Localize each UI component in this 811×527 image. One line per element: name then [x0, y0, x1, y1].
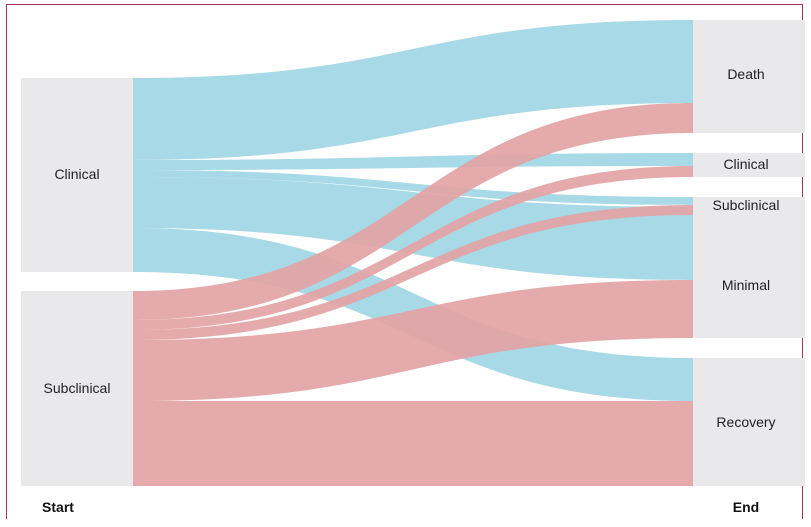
start-node-subclinical-label: Subclinical — [44, 380, 111, 396]
start-column-label: Start — [42, 499, 74, 515]
end-node-clinical — [693, 153, 805, 177]
start-node-clinical-label: Clinical — [54, 166, 99, 182]
end-node-death-label: Death — [727, 66, 764, 82]
flow-clinical-to-death — [133, 20, 693, 160]
end-node-death — [693, 20, 805, 133]
end-node-recovery-label: Recovery — [716, 414, 775, 430]
end-nodes: Death Clinical Subclinical Minimal Recov… — [693, 20, 805, 486]
end-column-label: End — [733, 499, 759, 515]
end-node-clinical-label: Clinical — [723, 156, 768, 172]
flow-subclinical-to-minimal — [133, 280, 693, 401]
flow-subclinical-to-death — [133, 103, 693, 320]
start-node-clinical — [21, 78, 133, 272]
start-nodes: Clinical Subclinical — [21, 78, 133, 486]
flow-subclinical-to-subclinical — [133, 205, 693, 340]
flow-subclinical-to-clinical — [133, 166, 693, 330]
end-node-subclinical-label: Subclinical — [713, 197, 780, 213]
end-node-recovery — [693, 358, 805, 486]
end-node-minimal — [693, 207, 805, 338]
flow-clinical-to-subclinical — [133, 170, 693, 205]
start-node-subclinical — [21, 291, 133, 486]
flow-subclinical-to-recovery — [133, 401, 693, 486]
flow-clinical-to-clinical — [133, 153, 693, 170]
subclinical-flows — [133, 103, 693, 486]
flow-clinical-to-minimal — [133, 177, 693, 280]
end-node-minimal-label: Minimal — [722, 277, 770, 293]
